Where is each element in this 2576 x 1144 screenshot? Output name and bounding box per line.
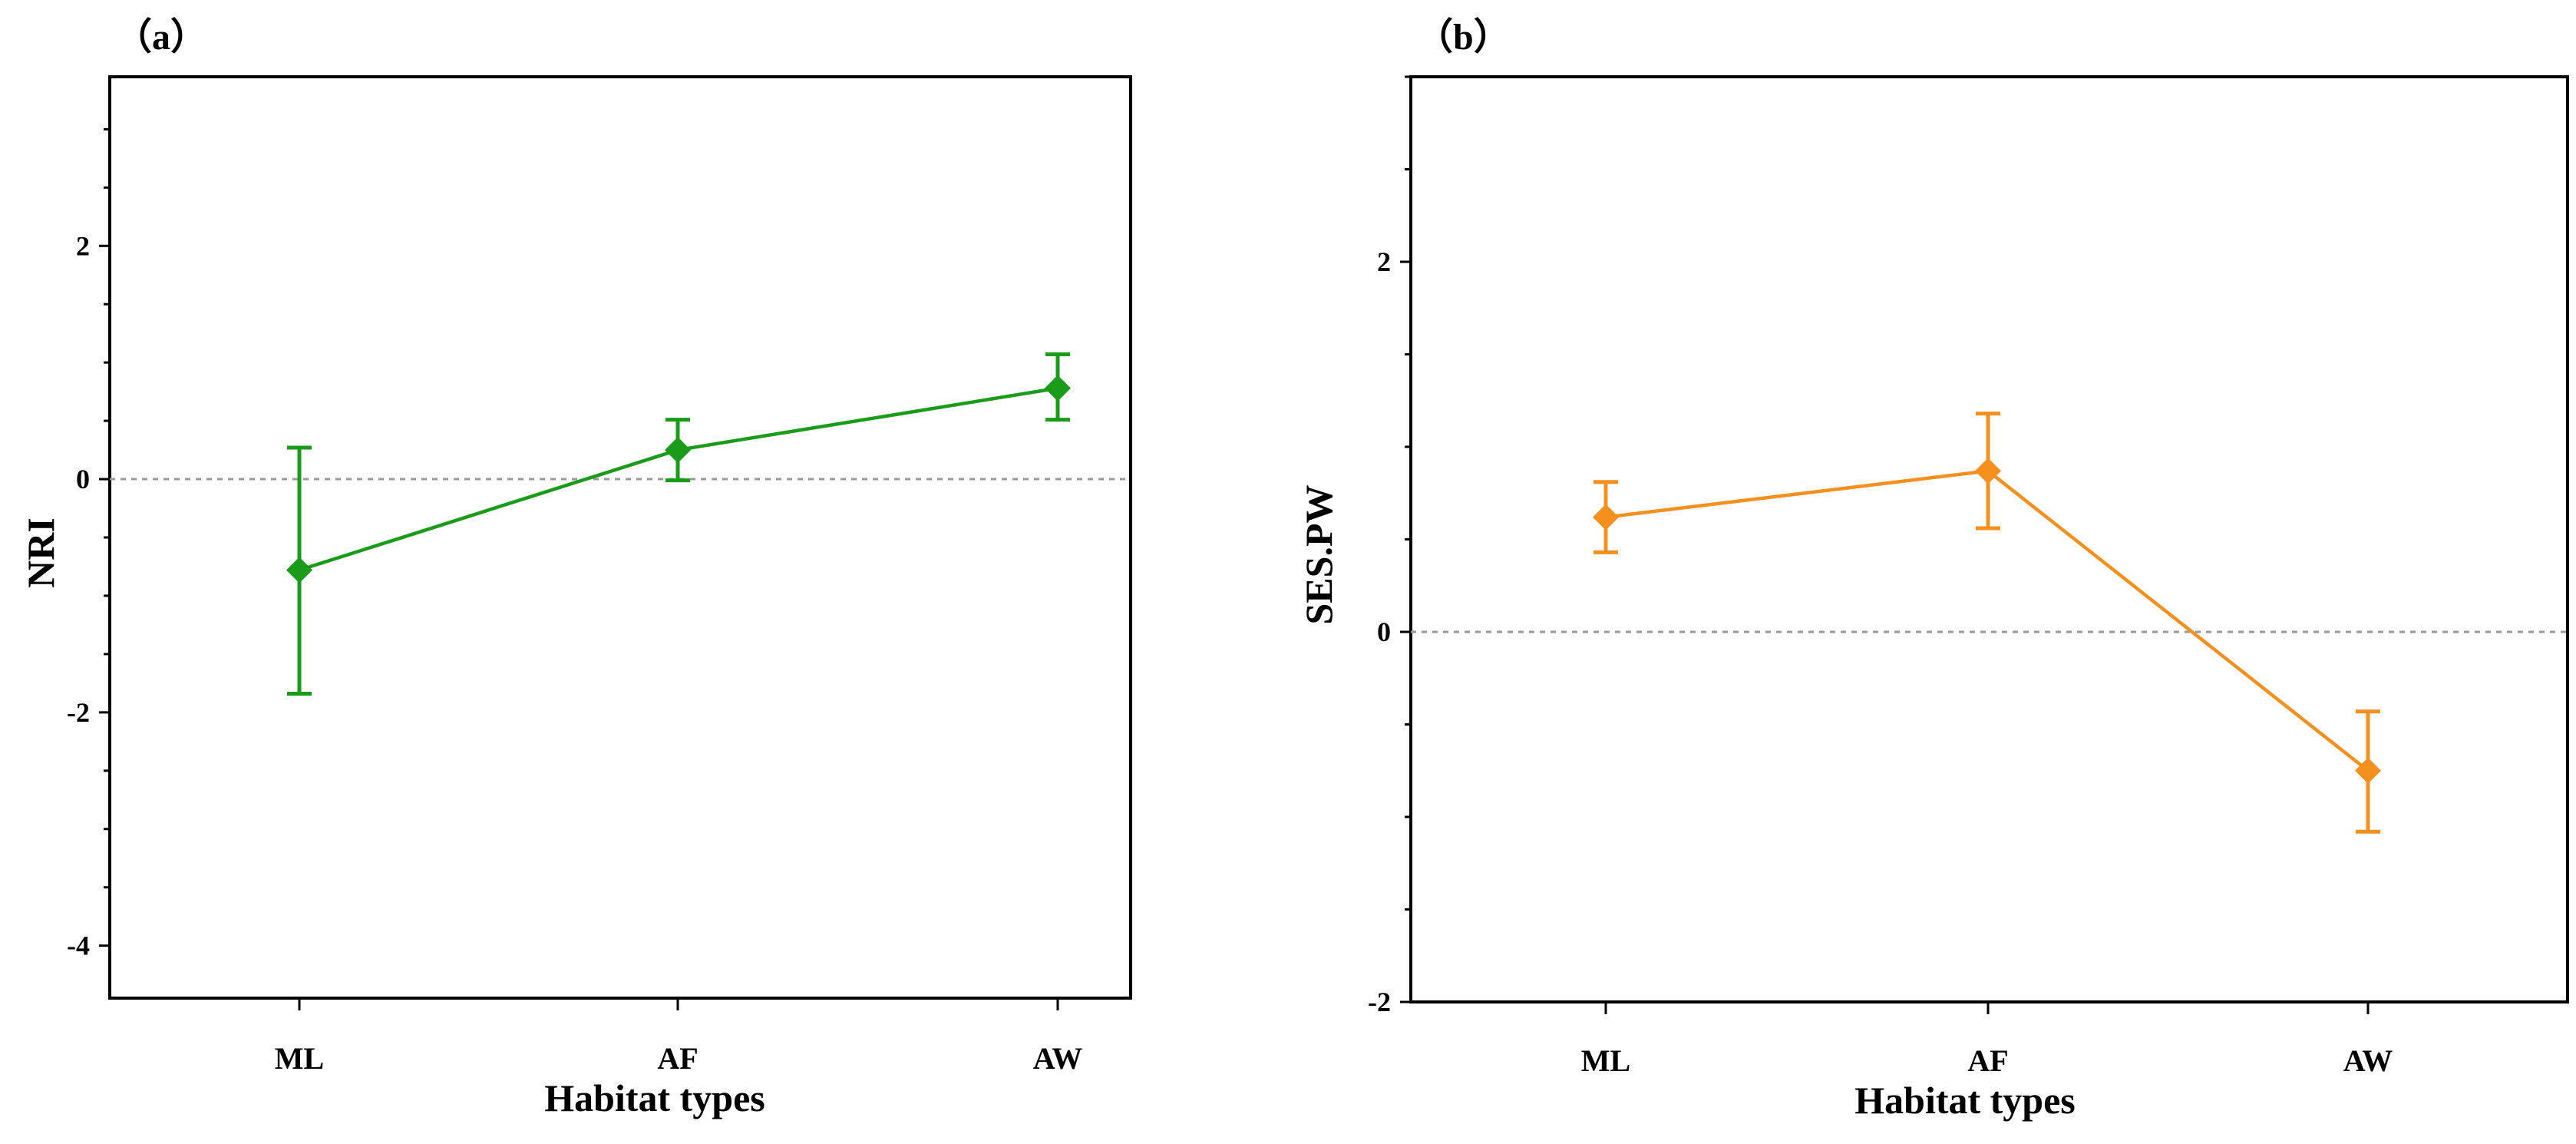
y-ticks-a: 2 0 -2 -4 — [67, 127, 110, 961]
y-tick-label: 0 — [76, 464, 90, 494]
x-ticks-a: ML AF AW — [275, 998, 1082, 1076]
y-axis-title-b: SES.PW — [1297, 484, 1340, 624]
x-axis-title-a: Habitat types — [544, 1076, 765, 1119]
y-ticks-b: 2 0 -2 — [1368, 75, 1411, 1017]
x-tick-label-ml: ML — [275, 1041, 324, 1076]
panel-label-b: （b） — [1416, 17, 1511, 58]
data-point-ml — [1593, 504, 1619, 531]
series-a — [286, 352, 1071, 696]
x-axis-title-b: Habitat types — [1854, 1079, 2076, 1122]
data-point-af — [1975, 458, 2001, 484]
data-point-af — [665, 437, 691, 464]
y-tick-label: 0 — [1377, 617, 1391, 647]
panel-b: （b） 2 0 -2 ML AF AW SES.PW Habitat types — [1297, 17, 2569, 1122]
y-axis-title-a: NRI — [19, 517, 62, 588]
y-tick-label: -4 — [67, 931, 90, 961]
panel-a: （a） 2 0 -2 -4 ML AF AW NRI Habitat types — [19, 17, 1132, 1119]
y-tick-label: 2 — [76, 230, 90, 261]
y-tick-label: -2 — [67, 697, 90, 728]
data-point-aw — [2355, 757, 2381, 784]
x-tick-label-af: AF — [657, 1041, 698, 1076]
x-tick-label-aw: AW — [2343, 1043, 2393, 1078]
series-b — [1593, 412, 2381, 834]
data-point-ml — [286, 557, 312, 584]
x-tick-label-ml: ML — [1581, 1043, 1630, 1078]
y-tick-label: -2 — [1368, 987, 1391, 1017]
data-point-aw — [1045, 375, 1071, 402]
x-tick-label-af: AF — [1967, 1043, 2008, 1078]
x-ticks-b: ML AF AW — [1581, 1002, 2393, 1078]
y-tick-label: 2 — [1377, 246, 1391, 277]
plot-frame-b — [1409, 75, 2569, 1003]
plot-frame-a — [108, 75, 1132, 1000]
panel-label-a: （a） — [115, 17, 207, 58]
x-tick-label-aw: AW — [1033, 1041, 1082, 1076]
